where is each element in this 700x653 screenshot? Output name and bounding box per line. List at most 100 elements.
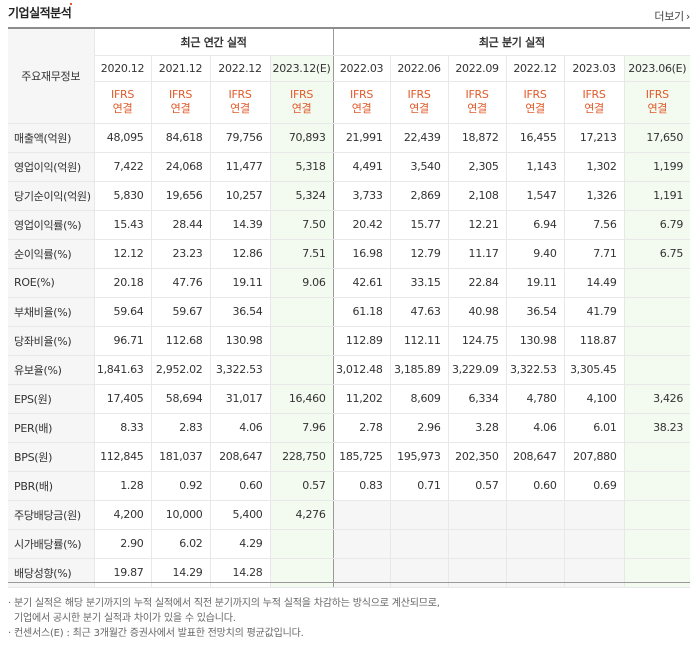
footnotes: · 분기 실적은 해당 분기까지의 누적 실적에서 직전 분기까지의 누적 실적… (8, 596, 440, 641)
table-cell: 7.96 (269, 413, 334, 443)
table-cell: 112.11 (389, 326, 449, 356)
table-cell: 118.87 (563, 326, 625, 356)
basis-standard: IFRS (645, 88, 669, 101)
row-label: ROE(%) (8, 268, 94, 298)
table-cell (623, 442, 691, 472)
table-row: ROE(%) 20.18 47.76 19.11 9.06 42.61 33.15 22.84… (8, 268, 691, 298)
footnote-line: · 컨센서스(E) : 최근 3개월간 증권사에서 발표한 전망치의 평균값입니… (8, 628, 304, 639)
row-label: 당좌비율(%) (8, 326, 94, 356)
table-row: 부채비율(%) 59.64 59.67 36.54 61.18 47.63 40.98 36.… (8, 296, 691, 327)
basis-header: IFRS 연결 (269, 81, 334, 124)
table-cell: 2.96 (389, 413, 449, 443)
table-cell (269, 355, 334, 385)
table-cell: 3,305.45 (563, 355, 625, 385)
table-cell: 124.75 (447, 326, 507, 356)
chevron-right-icon: › (685, 10, 690, 23)
basis-scope: 연결 (351, 102, 372, 115)
table-cell: 16.98 (332, 239, 391, 269)
table-cell (563, 499, 625, 530)
basis-standard: IFRS (350, 88, 374, 101)
table-cell: 228,750 (269, 442, 334, 472)
basis-scope: 연결 (467, 102, 487, 115)
table-row: 영업이익(억원) 7,422 24,068 11,477 5,318 4,491 3,540… (8, 152, 691, 182)
row-label: PER(배) (8, 413, 94, 443)
table-cell: 202,350 (447, 442, 507, 472)
table-row: 영업이익률(%) 15.43 28.44 14.39 7.50 20.42 15.77 12.… (8, 209, 691, 240)
table-cell: 1.28 (93, 471, 151, 501)
row-label: 주당배당금(원) (8, 499, 94, 530)
basis-standard: IFRS (523, 88, 547, 101)
table-cell: 19,656 (150, 181, 210, 211)
table-cell: 2.78 (332, 413, 391, 443)
table-cell (623, 355, 691, 385)
row-label: 영업이익(억원) (8, 152, 94, 182)
table-cell: 1,191 (623, 181, 691, 211)
table-cell: 17,213 (563, 122, 625, 153)
table-cell: 33.15 (389, 268, 449, 298)
basis-standard: IFRS (582, 88, 606, 101)
table-row: 주당배당금(원) 4,200 10,000 5,400 4,276 (8, 499, 691, 530)
group-quarterly-header: 최근 분기 실적 (332, 29, 691, 56)
basis-header: IFRS 연결 (209, 81, 270, 124)
table-cell: 16,455 (505, 122, 565, 153)
table-cell (332, 499, 391, 530)
table-cell: 6,334 (447, 383, 507, 414)
table-cell: 5,324 (269, 181, 334, 211)
table-cell (389, 529, 449, 559)
table-cell: 15.77 (389, 209, 449, 240)
table-cell: 1,326 (563, 181, 625, 211)
basis-header: IFRS 연결 (505, 81, 565, 124)
basis-header: IFRS 연결 (447, 81, 507, 124)
table-cell: 185,725 (332, 442, 391, 472)
table-cell: 0.83 (332, 471, 391, 501)
more-link[interactable]: 더보기 › (654, 8, 690, 24)
table-cell (389, 499, 449, 530)
basis-standard: IFRS (407, 88, 431, 101)
table-cell: 2.83 (150, 413, 210, 443)
row-label: 당기순이익(억원) (8, 181, 94, 211)
table-cell: 3,185.89 (389, 355, 449, 385)
table-cell (623, 529, 691, 559)
table-cell: 4.29 (209, 529, 270, 559)
table-cell (623, 471, 691, 501)
table-cell: 3,322.53 (505, 355, 565, 385)
table-cell: 0.57 (447, 471, 507, 501)
table-cell: 12.86 (209, 239, 270, 269)
table-corner-label: 주요재무정보 (8, 29, 94, 124)
table-cell: 1,302 (563, 152, 625, 182)
table-cell: 8,609 (389, 383, 449, 414)
basis-header: IFRS 연결 (623, 81, 691, 124)
table-cell: 1,199 (623, 152, 691, 182)
row-label: EPS(원) (8, 383, 94, 414)
basis-standard: IFRS (169, 88, 192, 101)
table-cell: 10,257 (209, 181, 270, 211)
table-cell: 0.69 (563, 471, 625, 501)
table-cell: 20.42 (332, 209, 391, 240)
period-header: 2023.12(E) (269, 55, 334, 82)
table-cell: 59.67 (150, 296, 210, 327)
table-cell: 6.01 (563, 413, 625, 443)
footnote-line: · 분기 실적은 해당 분기까지의 누적 실적에서 직전 분기까지의 누적 실적… (8, 598, 440, 609)
financial-table: 주요재무정보 최근 연간 실적 최근 분기 실적 2020.12 2021.12 2… (8, 29, 691, 588)
table-cell: 195,973 (389, 442, 449, 472)
period-header: 2023.03 (563, 55, 625, 82)
table-cell: 3,733 (332, 181, 391, 211)
table-cell: 1,547 (505, 181, 565, 211)
basis-header: IFRS 연결 (93, 81, 151, 124)
table-cell: 112,845 (93, 442, 151, 472)
table-cell: 4,780 (505, 383, 565, 414)
table-cell (447, 499, 507, 530)
table-bottom-rule (8, 582, 690, 583)
table-row: PBR(배) 1.28 0.92 0.60 0.57 0.83 0.71 0.57 0.60 0.… (8, 471, 691, 501)
table-row: 배당성향(%) 19.87 14.29 14.28 (8, 558, 691, 588)
table-row: 순이익률(%) 12.12 23.23 12.86 7.51 16.98 12.79 11.1… (8, 239, 691, 269)
table-cell: 28.44 (150, 209, 210, 240)
basis-scope: 연결 (647, 102, 668, 115)
table-row: PER(배) 8.33 2.83 4.06 7.96 2.78 2.96 3.28 4.06 6.… (8, 413, 691, 443)
table-cell: 18,872 (447, 122, 507, 153)
table-cell: 38.23 (623, 413, 691, 443)
row-label: PBR(배) (8, 471, 94, 501)
table-cell: 9.40 (505, 239, 565, 269)
table-cell: 96.71 (93, 326, 151, 356)
table-row: 당좌비율(%) 96.71 112.68 130.98 112.89 112.11 124.… (8, 326, 691, 356)
